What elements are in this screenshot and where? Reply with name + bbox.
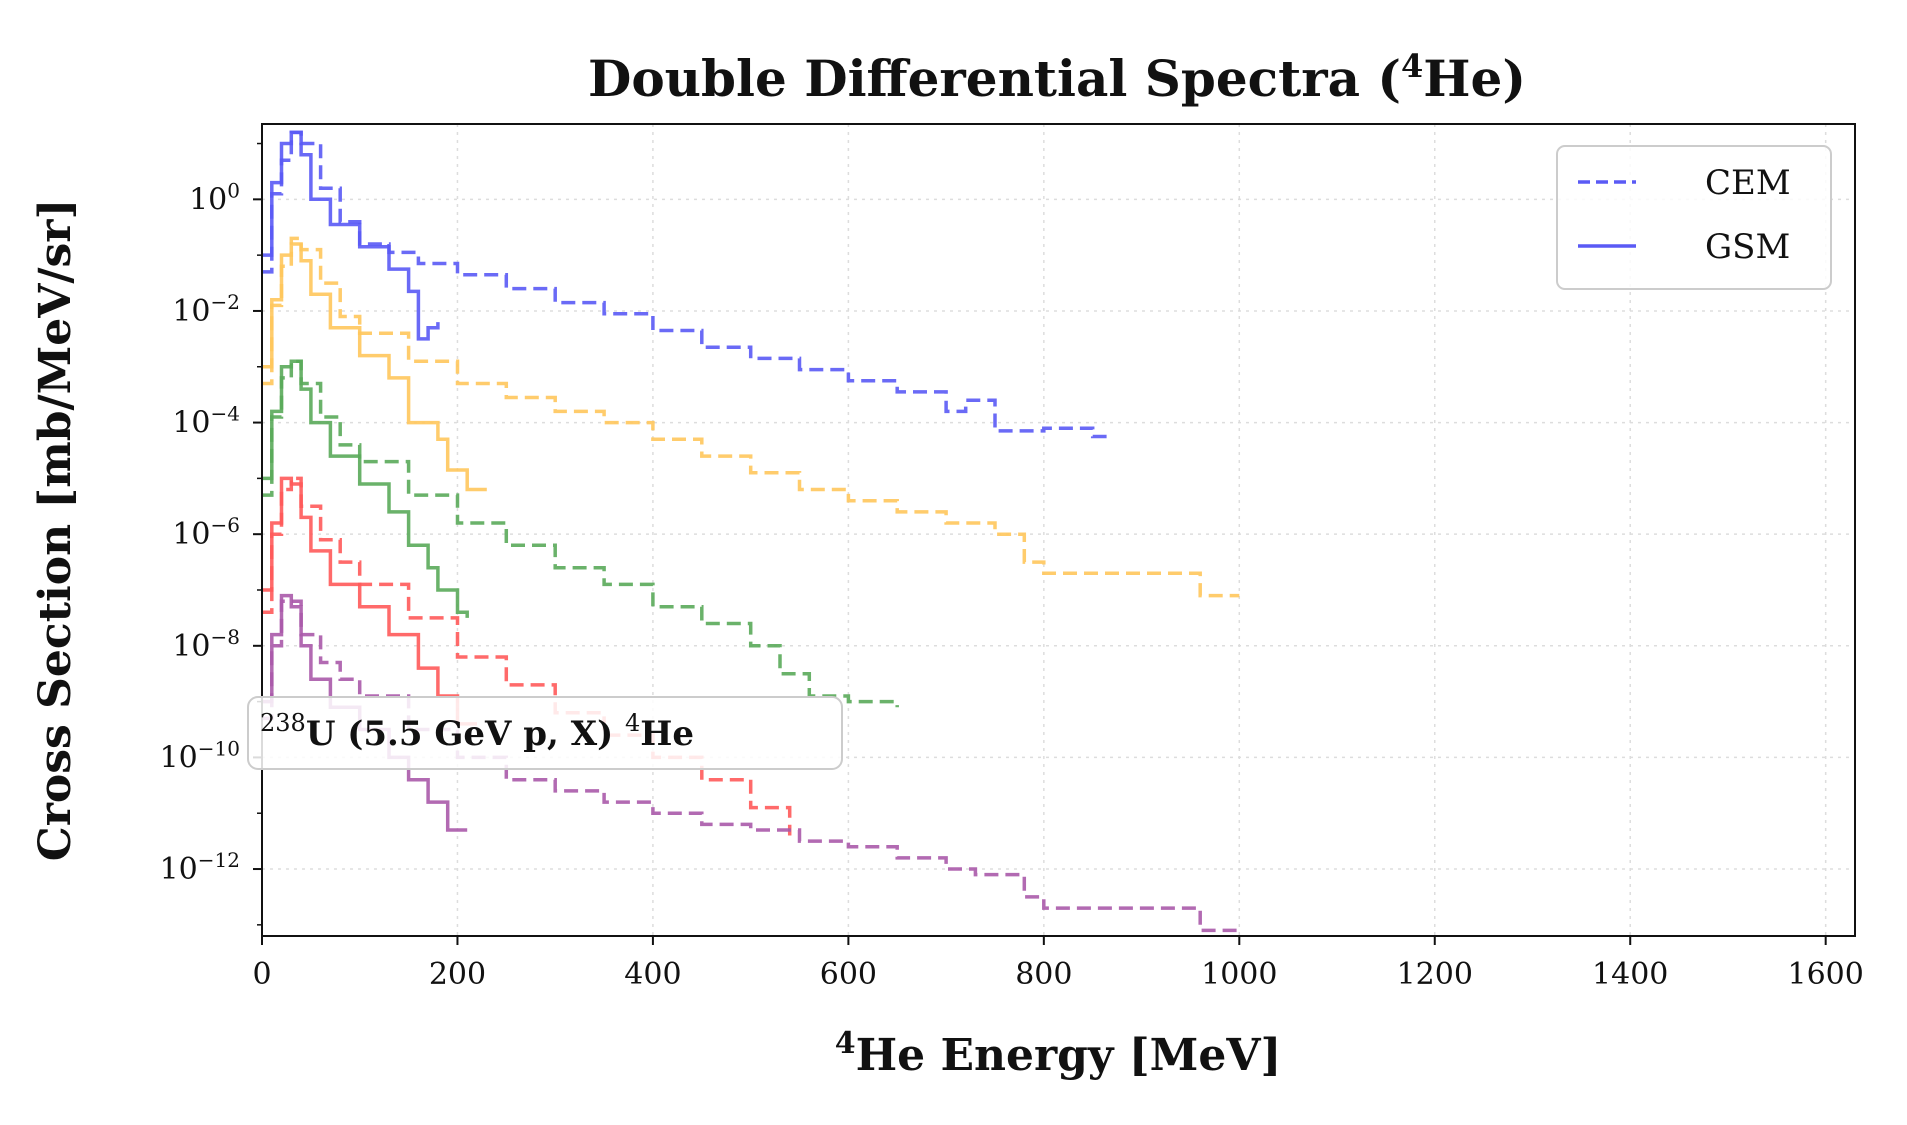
- series-7-gsm: [262, 476, 477, 726]
- y-tick-label-2: 10−4: [172, 402, 240, 441]
- series-4-cem: [262, 359, 899, 708]
- legend: CEM GSM: [1556, 145, 1832, 290]
- y-tick-label-5: 10−10: [160, 736, 240, 775]
- x-tick-label-3: 600: [820, 957, 877, 992]
- legend-cem-label: CEM: [1705, 163, 1791, 203]
- x-tick-label-2: 400: [624, 957, 681, 992]
- series-6-cem: [262, 476, 792, 836]
- y-tick-label-3: 10−6: [172, 513, 240, 552]
- x-tick-label-7: 1400: [1592, 957, 1668, 992]
- series-3-gsm: [262, 242, 487, 492]
- y-axis-label: Cross Section [mb/MeV/sr]: [30, 199, 81, 862]
- chart-title: Double Differential Spectra (4He): [588, 47, 1526, 108]
- annotation-box: [247, 696, 843, 770]
- x-axis-ticks: 0 200 400 600 800 1000 1200 1400 1600: [252, 936, 1864, 992]
- series-1-gsm: [262, 130, 440, 341]
- y-axis-ticks: 100 10−2 10−4 10−6 10−8 10−10 10−12: [160, 142, 262, 926]
- series-5-gsm: [262, 359, 469, 618]
- x-tick-label-6: 1200: [1397, 957, 1473, 992]
- plot-frame: [261, 123, 1856, 937]
- y-tick-label-0: 100: [189, 178, 240, 217]
- y-tick-label-6: 10−12: [160, 848, 240, 887]
- series-9-gsm: [262, 593, 468, 832]
- x-tick-label-5: 1000: [1201, 957, 1277, 992]
- x-tick-label-0: 0: [252, 957, 271, 992]
- y-tick-label-4: 10−8: [172, 625, 240, 664]
- legend-gsm-label: GSM: [1705, 227, 1790, 267]
- x-tick-label-1: 200: [429, 957, 486, 992]
- x-tick-label-4: 800: [1015, 957, 1072, 992]
- series-0-cem: [262, 130, 1113, 439]
- reaction-annotation: 238U (5.5 GeV p, X) 4He: [247, 696, 843, 770]
- x-tick-label-8: 1600: [1788, 957, 1864, 992]
- series-2-cem: [262, 236, 1240, 598]
- x-axis-label: 4He Energy [MeV]: [835, 1026, 1282, 1082]
- annotation-text: 238U (5.5 GeV p, X) 4He: [260, 709, 694, 754]
- y-tick-label-1: 10−2: [172, 290, 240, 329]
- series-layer: [262, 130, 1240, 933]
